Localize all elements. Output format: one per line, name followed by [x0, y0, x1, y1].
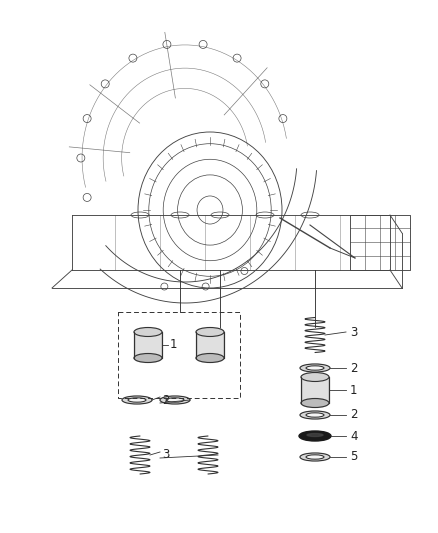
- Ellipse shape: [134, 327, 162, 336]
- Ellipse shape: [306, 455, 324, 459]
- Ellipse shape: [122, 396, 152, 404]
- Ellipse shape: [301, 373, 329, 382]
- Text: 5: 5: [350, 450, 357, 464]
- Text: 3: 3: [350, 326, 357, 338]
- Text: 1: 1: [350, 384, 357, 397]
- Ellipse shape: [128, 398, 146, 402]
- Ellipse shape: [300, 411, 330, 419]
- Ellipse shape: [300, 364, 330, 372]
- Text: 1: 1: [170, 338, 177, 351]
- Bar: [136, 334, 160, 356]
- Text: 4: 4: [350, 430, 357, 442]
- Ellipse shape: [299, 431, 331, 441]
- Ellipse shape: [160, 396, 190, 404]
- Bar: [301, 377, 329, 403]
- Bar: [196, 332, 224, 358]
- Ellipse shape: [306, 366, 324, 370]
- Ellipse shape: [166, 398, 184, 402]
- Text: 3: 3: [162, 448, 170, 462]
- Text: 2: 2: [350, 361, 357, 375]
- Ellipse shape: [307, 433, 323, 437]
- Ellipse shape: [301, 399, 329, 408]
- Bar: [198, 334, 222, 356]
- Bar: [134, 332, 162, 358]
- Ellipse shape: [306, 413, 324, 417]
- Ellipse shape: [196, 353, 224, 362]
- Ellipse shape: [134, 353, 162, 362]
- Ellipse shape: [300, 453, 330, 461]
- Text: 2: 2: [162, 393, 170, 407]
- Bar: [303, 379, 327, 401]
- Text: 2: 2: [350, 408, 357, 422]
- Ellipse shape: [196, 327, 224, 336]
